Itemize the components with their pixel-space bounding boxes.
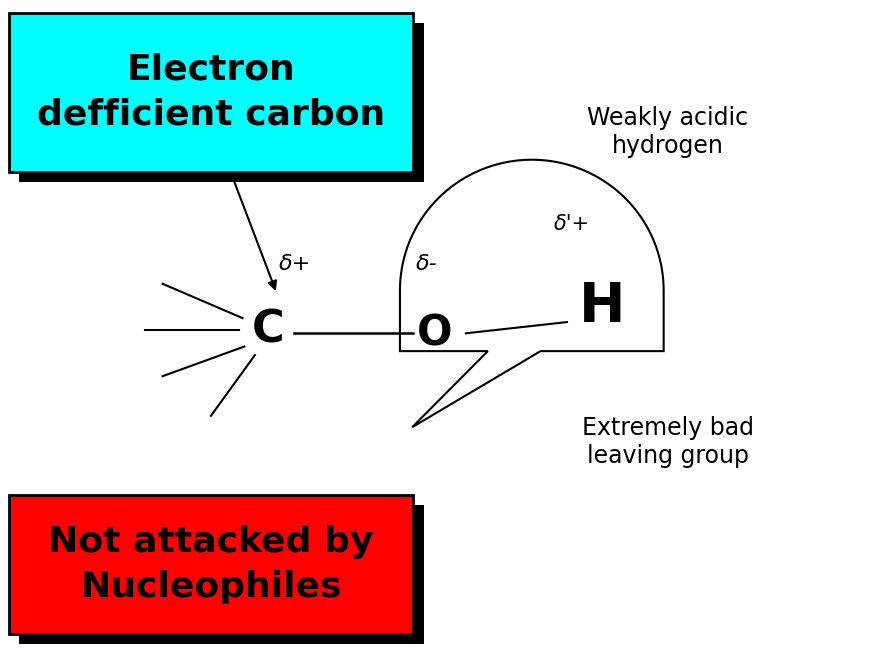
- FancyBboxPatch shape: [9, 495, 413, 634]
- Text: O: O: [417, 312, 452, 354]
- Text: δ-: δ-: [415, 254, 436, 274]
- Polygon shape: [399, 160, 663, 427]
- FancyBboxPatch shape: [19, 23, 423, 182]
- Text: δ'+: δ'+: [553, 214, 588, 234]
- Text: Weakly acidic
hydrogen: Weakly acidic hydrogen: [587, 106, 748, 158]
- Text: Extremely bad
leaving group: Extremely bad leaving group: [581, 416, 753, 468]
- FancyBboxPatch shape: [9, 13, 413, 172]
- Text: C: C: [251, 308, 284, 352]
- Text: H: H: [579, 280, 624, 334]
- Text: Electron
defficient carbon: Electron defficient carbon: [37, 53, 385, 132]
- Text: δ+: δ+: [278, 254, 310, 274]
- FancyBboxPatch shape: [19, 505, 423, 644]
- Text: Not attacked by
Nucleophiles: Not attacked by Nucleophiles: [48, 525, 373, 604]
